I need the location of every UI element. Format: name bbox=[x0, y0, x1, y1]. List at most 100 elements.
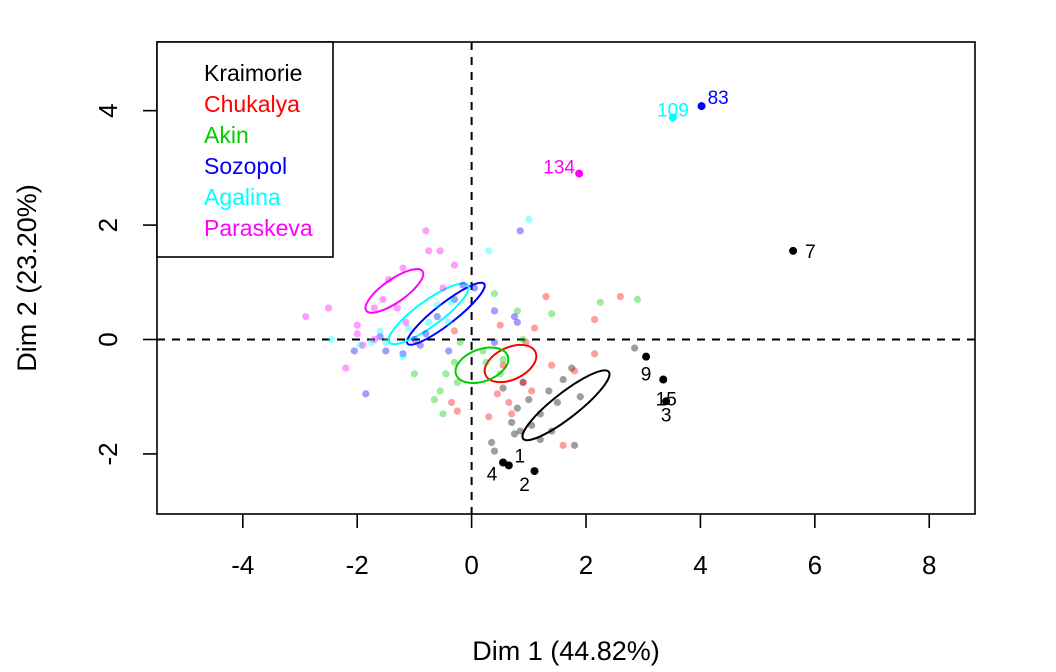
ellipse-akin bbox=[454, 346, 510, 384]
point-kraimorie-9 bbox=[553, 398, 562, 407]
point-paraskeva-2 bbox=[425, 247, 433, 255]
point-sozopol-10 bbox=[513, 318, 521, 326]
point-agalina-3 bbox=[425, 318, 433, 326]
point-akin-17 bbox=[482, 358, 490, 366]
point-chukalya-16 bbox=[522, 338, 530, 346]
point-sozopol-5 bbox=[422, 330, 430, 338]
legend-entry-chukalya: Chukalya bbox=[204, 91, 300, 117]
point-sozopol-0 bbox=[516, 227, 524, 235]
point-kraimorie-7 bbox=[545, 387, 553, 395]
point-sozopol-2 bbox=[382, 347, 390, 355]
point-agalina-4 bbox=[405, 324, 413, 332]
labeled-point-83 bbox=[697, 102, 706, 111]
y-axis-title: Dim 2 (23.20%) bbox=[12, 184, 42, 372]
legend-box bbox=[156, 41, 334, 258]
point-sozopol-7 bbox=[450, 295, 459, 304]
point-paraskeva-7 bbox=[325, 304, 333, 312]
point-akin-0 bbox=[596, 298, 604, 306]
point-kraimorie-10 bbox=[559, 375, 567, 384]
x-tick-label-2: 2 bbox=[579, 550, 593, 580]
point-chukalya-1 bbox=[616, 292, 624, 301]
point-akin-15 bbox=[499, 355, 507, 364]
x-tick-label--2: -2 bbox=[346, 550, 369, 580]
point-akin-9 bbox=[450, 358, 459, 366]
legend-entry-kraimorie: Kraimorie bbox=[204, 60, 302, 86]
point-kraimorie-14 bbox=[499, 384, 507, 392]
point-label-7: 7 bbox=[805, 242, 816, 263]
point-akin-14 bbox=[439, 410, 447, 418]
point-akin-8 bbox=[410, 370, 419, 378]
point-kraimorie-2 bbox=[508, 418, 516, 427]
point-sozopol-9 bbox=[490, 307, 499, 315]
labeled-point-3 bbox=[662, 397, 671, 406]
point-label-3: 3 bbox=[661, 405, 672, 426]
point-agalina-6 bbox=[376, 327, 384, 335]
point-sozopol-15 bbox=[376, 333, 384, 341]
ellipse-kraimorie bbox=[521, 369, 611, 442]
point-chukalya-8 bbox=[591, 350, 599, 358]
point-paraskeva-9 bbox=[353, 321, 361, 329]
ellipse-sozopol bbox=[406, 281, 486, 346]
x-axis-title: Dim 1 (44.82%) bbox=[472, 636, 660, 666]
point-akin-16 bbox=[453, 378, 461, 387]
legend-entry-akin: Akin bbox=[204, 122, 249, 148]
point-paraskeva-5 bbox=[370, 304, 378, 312]
point-agalina-1 bbox=[485, 247, 493, 255]
point-sozopol-14 bbox=[350, 347, 358, 355]
labeled-point-4 bbox=[499, 458, 508, 467]
point-label-2: 2 bbox=[519, 475, 530, 496]
point-chukalya-0 bbox=[542, 292, 550, 301]
x-tick-label-8: 8 bbox=[922, 550, 936, 580]
point-paraskeva-15 bbox=[379, 295, 387, 304]
point-chukalya-11 bbox=[453, 407, 461, 415]
point-chukalya-14 bbox=[548, 361, 556, 369]
point-sozopol-8 bbox=[470, 284, 479, 292]
y-tick-label--2: -2 bbox=[93, 442, 123, 465]
labeled-point-7 bbox=[789, 246, 798, 255]
point-kraimorie-4 bbox=[516, 427, 524, 435]
legend-entry-agalina: Agalina bbox=[204, 184, 281, 210]
point-label-9: 9 bbox=[641, 365, 652, 386]
point-akin-11 bbox=[479, 347, 487, 355]
confidence-ellipses bbox=[364, 268, 611, 442]
point-akin-3 bbox=[513, 307, 521, 315]
point-kraimorie-8 bbox=[548, 427, 556, 435]
point-sozopol-17 bbox=[459, 281, 467, 289]
point-chukalya-10 bbox=[447, 398, 456, 407]
point-kraimorie-5 bbox=[525, 395, 533, 404]
point-kraimorie-1 bbox=[490, 447, 499, 455]
point-label-4: 4 bbox=[487, 465, 498, 486]
point-chukalya-4 bbox=[496, 321, 504, 329]
labeled-points: 7915314283109134 bbox=[487, 88, 816, 496]
point-sozopol-11 bbox=[490, 338, 499, 346]
labeled-point-109 bbox=[668, 113, 677, 122]
y-tick-label-4: 4 bbox=[93, 103, 123, 117]
point-chukalya-7 bbox=[559, 441, 567, 449]
ellipse-paraskeva bbox=[364, 268, 425, 314]
point-paraskeva-6 bbox=[342, 364, 350, 372]
x-tick-label-6: 6 bbox=[808, 550, 822, 580]
point-kraimorie-13 bbox=[576, 393, 584, 401]
point-kraimorie-18 bbox=[536, 436, 544, 444]
point-kraimorie-6 bbox=[536, 410, 544, 418]
point-paraskeva-17 bbox=[402, 318, 410, 326]
point-kraimorie-16 bbox=[528, 421, 536, 429]
point-paraskeva-14 bbox=[450, 261, 459, 269]
point-paraskeva-1 bbox=[436, 247, 444, 255]
point-agalina-2 bbox=[447, 298, 456, 306]
point-paraskeva-3 bbox=[399, 264, 407, 272]
point-paraskeva-13 bbox=[439, 284, 447, 292]
point-agalina-0 bbox=[525, 215, 533, 223]
point-agalina-9 bbox=[399, 353, 407, 361]
point-akin-4 bbox=[490, 290, 499, 298]
point-chukalya-12 bbox=[528, 387, 536, 395]
point-chukalya-3 bbox=[530, 324, 539, 332]
point-label-1: 1 bbox=[515, 446, 526, 467]
point-akin-5 bbox=[430, 395, 439, 404]
point-chukalya-18 bbox=[570, 367, 579, 375]
point-chukalya-6 bbox=[508, 410, 516, 418]
point-akin-2 bbox=[548, 310, 556, 318]
point-paraskeva-12 bbox=[393, 304, 401, 312]
